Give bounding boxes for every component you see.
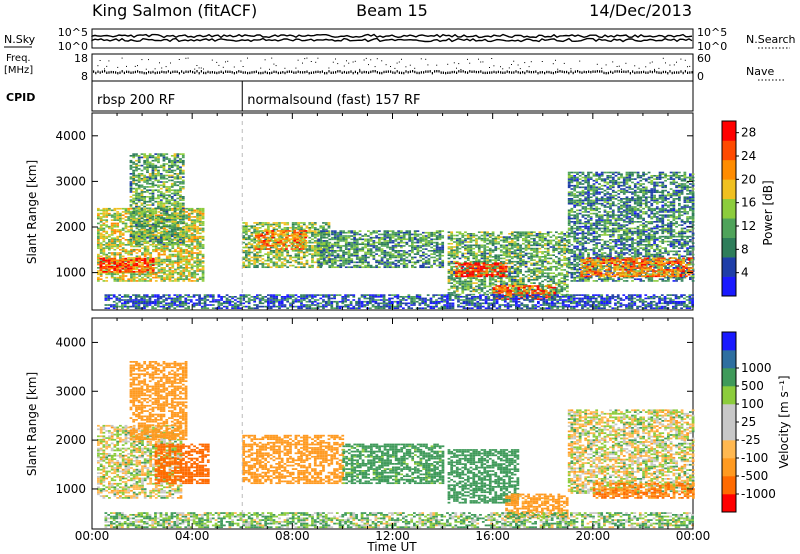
power-colorbar-label-2: 12 (741, 219, 756, 233)
nsky-label: N.Sky (4, 33, 36, 46)
nave-tick-top: 60 (697, 52, 711, 65)
power-cell-region-5 (317, 230, 445, 269)
velocity-colorbar-segment-8 (722, 350, 736, 369)
velocity-colorbar-segment-9 (722, 332, 736, 351)
power-colorbar-segment-8 (722, 121, 736, 141)
velocity-colorbar-segment-3 (722, 440, 736, 459)
power-ytick-label-1: 2000 (55, 220, 86, 234)
power-colorbar-label-4: 20 (741, 172, 756, 186)
velocity-cell-region-9 (104, 512, 694, 529)
freq-tick-top: 18 (74, 52, 88, 65)
velocity-ytick-label-2: 3000 (55, 384, 86, 398)
velocity-cell-region-5 (447, 449, 520, 504)
velocity-ytick-label-1: 2000 (55, 433, 86, 447)
power-colorbar-segment-2 (722, 237, 736, 258)
noise-search-trace (91, 37, 693, 43)
velocity-ytick-label-0: 1000 (55, 482, 86, 496)
velocity-ylabel: Slant Range [km] (25, 372, 39, 476)
velocity-colorbar-segment-2 (722, 458, 736, 477)
velocity-colorbar-label-0: -1000 (741, 487, 776, 501)
velocity-colorbar-segment-0 (722, 494, 736, 513)
power-colorbar-segment-0 (722, 276, 736, 297)
power-colorbar-segment-1 (722, 257, 736, 277)
power-cell-region-11 (104, 294, 694, 310)
power-colorbar-label-1: 8 (741, 242, 749, 256)
xtick-label-1: 04:00 (175, 529, 210, 543)
freq-dots (93, 57, 693, 75)
cpid-segment-0: rbsp 200 RF (97, 93, 175, 108)
power-cell-region-2 (99, 257, 155, 273)
velocity-colorbar-segment-1 (722, 476, 736, 495)
power-cell-region-1 (129, 153, 185, 246)
velocity-cell-region-3 (242, 434, 345, 485)
date-title: 14/Dec/2013 (589, 1, 692, 20)
velocity-cell-region-7 (567, 409, 695, 494)
velocity-colorbar-segment-5 (722, 404, 736, 423)
power-colorbar-label: Power [dB] (761, 180, 775, 245)
velocity-colorbar-label: Velocity [m s⁻¹] (777, 375, 791, 468)
nsearch-label: N.Search (746, 33, 796, 46)
freq-tick-bottom: 8 (81, 70, 88, 83)
power-cell-region-10 (580, 257, 694, 278)
noise-right-tick-top: 10^5 (697, 26, 727, 39)
power-colorbar-label-6: 28 (741, 126, 756, 140)
xtick-label-6: 00:00 (676, 529, 711, 543)
power-cell-region-9 (567, 171, 695, 282)
velocity-colorbar-label-3: -25 (741, 433, 761, 447)
velocity-cell-region-4 (342, 443, 445, 485)
cpid-label: CPID (6, 91, 35, 104)
velocity-colorbar-label-7: 1000 (741, 361, 772, 375)
nave-label: Nave (746, 65, 774, 78)
xtick-label-5: 20:00 (576, 529, 611, 543)
power-cell-region-7 (455, 262, 508, 278)
velocity-colorbar-label-6: 500 (741, 379, 764, 393)
xtick-label-0: 00:00 (75, 529, 110, 543)
velocity-colorbar-segment-7 (722, 368, 736, 387)
freq-label: Freq. (6, 53, 31, 64)
xtick-label-2: 08:00 (275, 529, 310, 543)
velocity-colorbar-label-5: 100 (741, 397, 764, 411)
velocity-cell-region-1 (129, 361, 188, 441)
xtick-label-4: 16:00 (475, 529, 510, 543)
power-cell-region-4 (254, 230, 308, 250)
power-colorbar-label-3: 16 (741, 196, 756, 210)
noise-right-tick-bottom: 10^0 (697, 40, 727, 53)
power-colorbar-segment-4 (722, 198, 736, 219)
power-colorbar-segment-7 (722, 140, 736, 161)
power-colorbar-segment-6 (722, 159, 736, 180)
velocity-colorbar-segment-6 (722, 386, 736, 405)
xaxis-label: Time UT (366, 540, 417, 554)
cpid-segment-1: normalsound (fast) 157 RF (247, 93, 420, 108)
nave-tick-bottom: 0 (697, 70, 704, 83)
xtick-label-3: 12:00 (375, 529, 410, 543)
velocity-colorbar-label-1: -500 (741, 469, 768, 483)
velocity-cell-region-8 (592, 482, 695, 499)
station-title: King Salmon (fitACF) (92, 1, 257, 20)
power-colorbar-label-5: 24 (741, 149, 756, 163)
power-ytick-label-2: 3000 (55, 174, 86, 188)
power-ytick-label-3: 4000 (55, 129, 86, 143)
freq-panel (91, 53, 694, 82)
velocity-colorbar-label-4: 25 (741, 415, 756, 429)
power-colorbar-segment-5 (722, 179, 736, 200)
velocity-colorbar-segment-4 (722, 422, 736, 441)
beam-title: Beam 15 (356, 1, 428, 20)
power-ytick-label-0: 1000 (55, 266, 86, 280)
power-colorbar-label-0: 4 (741, 266, 749, 280)
power-colorbar-segment-3 (722, 218, 736, 238)
noise-left-tick-bottom: 10^0 (58, 40, 88, 53)
noise-left-tick-top: 10^5 (58, 26, 88, 39)
velocity-colorbar-label-2: -100 (741, 451, 768, 465)
noise-panel (91, 28, 694, 49)
power-cell-region-0 (97, 207, 205, 282)
power-ylabel: Slant Range [km] (25, 160, 39, 264)
noise-sky-trace (91, 33, 693, 39)
freq-unit-label: [MHz] (4, 65, 33, 76)
velocity-ytick-label-3: 4000 (55, 335, 86, 349)
power-colorbar-frame (721, 120, 737, 297)
velocity-cell-region-2 (154, 443, 210, 485)
